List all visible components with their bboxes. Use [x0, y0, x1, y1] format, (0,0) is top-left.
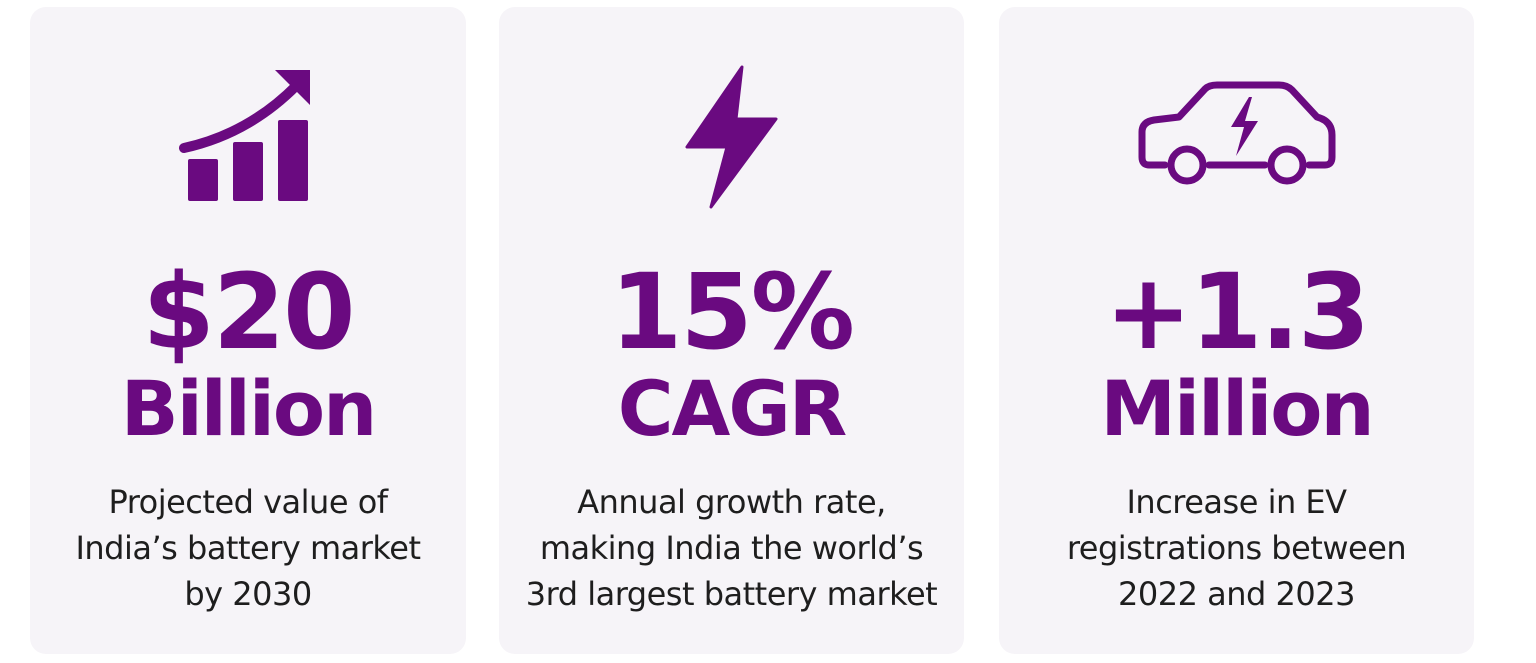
stat-description: Increase in EV registrations between 202… — [999, 479, 1474, 617]
description-line: Increase in EV — [1126, 483, 1347, 521]
stat-description: Projected value of India’s battery marke… — [30, 479, 466, 617]
stat-value: +1.3 — [1104, 251, 1370, 373]
description-line: making India the world’s — [539, 529, 924, 567]
stat-value: $20 — [142, 251, 355, 373]
description-line: 2022 and 2023 — [1118, 575, 1355, 613]
description-line: by 2030 — [184, 575, 312, 613]
stat-card-cagr: 15% CAGR Annual growth rate, making Indi… — [499, 7, 964, 654]
electric-car-icon — [999, 59, 1474, 214]
stat-unit: Billion — [120, 364, 377, 453]
bar-chart-growth-icon — [30, 59, 466, 214]
description-line: Annual growth rate, — [577, 483, 886, 521]
stat-value: 15% — [610, 251, 855, 373]
stat-description: Annual growth rate, making India the wor… — [499, 479, 964, 617]
stat-card-battery-market-value: $20 Billion Projected value of India’s b… — [30, 7, 466, 654]
description-line: 3rd largest battery market — [525, 575, 938, 613]
description-line: registrations between — [1066, 529, 1407, 567]
stat-unit: Million — [1100, 364, 1374, 453]
stat-card-ev-registrations: +1.3 Million Increase in EV registration… — [999, 7, 1474, 654]
description-line: Projected value of — [108, 483, 388, 521]
description-line: India’s battery market — [75, 529, 421, 567]
stat-unit: CAGR — [617, 364, 848, 453]
lightning-bolt-icon — [499, 59, 964, 214]
